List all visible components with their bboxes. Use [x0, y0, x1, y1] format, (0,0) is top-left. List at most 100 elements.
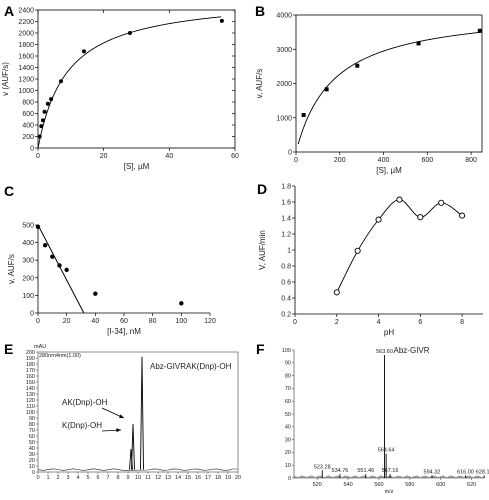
panel-f-y-tick-label: 90 [285, 361, 291, 367]
panel-a-x-label: [S], µM [124, 162, 150, 171]
panel-e-baseline-trace [37, 468, 238, 471]
panel-e-y-tick-label: 0 [32, 470, 35, 476]
panel-f-y-tick-label: 60 [285, 399, 291, 405]
panel-d-smooth-line [336, 199, 463, 293]
panel-f-x-tick-label: 540 [343, 482, 352, 488]
panel-b-plot: 0 200 400 600 800 0 1000 2000 3000 4000 [S], µM v, … [255, 13, 483, 175]
panel-label-b: B [255, 3, 265, 19]
panel-a-y-tick-label: 0 [30, 146, 34, 153]
panel-c-x-tick-label: 40 [91, 318, 99, 325]
panel-f-x-tick-label: 620 [467, 482, 476, 488]
panel-f-x-tick-label: 580 [405, 482, 414, 488]
panel-a-y-tick-label: 1400 [18, 65, 34, 72]
panel-e-x-tick-label: 1 [46, 475, 49, 481]
panel-e-x-tick-label: 20 [235, 475, 241, 481]
panel-f-peak-label: 551.46 [357, 468, 374, 474]
panel-b-y-tick-label: 1000 [276, 115, 292, 122]
panel-e-peak-label: Abz-GIVRAK(Dnp)-OH [150, 362, 232, 371]
panel-a-y-tick-label: 1800 [18, 42, 34, 49]
panel-c-data-point [50, 254, 55, 259]
panel-a-data-point [49, 97, 54, 102]
panel-b-y-tick-label: 0 [288, 150, 292, 157]
panel-a-data-point [42, 109, 47, 114]
panel-a-y-tick-label: 200 [22, 134, 34, 141]
panel-c-x-tick-label: 20 [63, 318, 71, 325]
panel-a-data-point [39, 124, 44, 129]
panel-e-x-tick-label: 8 [116, 475, 119, 481]
panel-f-peak-label: 567.16 [382, 468, 399, 474]
panel-a-x-tick-label: 0 [36, 153, 40, 160]
panel-d-y-tick-label: 1.6 [281, 200, 291, 207]
panel-f-plot: 0 10 20 30 40 50 60 70 80 90 100 520 540 560 580 600 620… [282, 346, 489, 495]
panel-d-data-point [459, 212, 466, 219]
panel-f-x-tick-label: 560 [374, 482, 383, 488]
panel-a-plot: 0 20 40 60020040060080010001200140016001800… [1, 8, 239, 172]
panel-c-y-tick-label: 100 [22, 293, 34, 300]
panel-e-peak [131, 423, 135, 470]
panel-d-x-tick-label: 4 [377, 319, 381, 326]
panel-e-x-tick-label: 9 [126, 475, 129, 481]
panel-e-y-tick-label: 100 [26, 410, 35, 416]
panel-f-y-tick-label: 30 [285, 437, 291, 443]
panel-a-y-tick-label: 1000 [18, 88, 34, 95]
panel-b-y-tick-label: 3000 [276, 47, 292, 54]
panel-c-y-tick-label: 300 [22, 258, 34, 265]
panel-a-y-tick-label: 2000 [18, 31, 34, 38]
panel-c-y-label: v, AUF/s [7, 254, 16, 284]
panel-e-header-detector: 280nm4nm(1.00) [39, 353, 81, 359]
panel-a-data-point [81, 49, 86, 54]
panel-e-x-tick-label: 3 [66, 475, 69, 481]
panel-b-fit-curve [297, 31, 483, 145]
panel-c-plot: 0 20 40 60 80 100 120 0 100 200 300 400 500 [I-34], n… [7, 223, 216, 337]
panel-f-x-label: m/z [385, 489, 394, 495]
panel-b-x-tick-label: 400 [378, 157, 390, 164]
panel-e-y-tick-label: 140 [26, 386, 35, 392]
panel-e-peak [140, 356, 144, 470]
panel-c-fit-line [37, 224, 85, 314]
panel-f-peak-label: 564.64 [378, 448, 395, 454]
panel-label-d: D [257, 181, 267, 197]
panel-d-data-point [333, 289, 340, 296]
panel-c-data-point [42, 243, 48, 248]
panel-d-data-point [375, 216, 382, 223]
panel-e-x-tick-label: 16 [195, 475, 201, 481]
panel-c-x-label: [I-34], nM [107, 327, 141, 336]
panel-a-fit-curve [37, 16, 222, 149]
panel-d-y-tick-label: 1.8 [281, 184, 291, 191]
panel-f-y-tick-label: 50 [285, 412, 291, 418]
panel-label-e: E [4, 341, 13, 357]
panel-e-x-tick-label: 12 [155, 475, 161, 481]
panel-a-data-point [58, 79, 63, 84]
panel-f-peak-label: 616.00 [457, 469, 474, 475]
panel-c-data-point [35, 224, 41, 229]
panel-b-data-point [477, 28, 482, 33]
panel-f-title-label: Abz-GIVR [394, 346, 430, 355]
panel-b-data-point [416, 41, 421, 46]
panel-a-y-tick-label: 600 [22, 111, 34, 118]
panel-a-y-tick-label: 2200 [18, 19, 34, 26]
panel-c-data-point [57, 263, 62, 268]
panel-e-y-tick-label: 150 [26, 380, 35, 386]
panel-b-y-tick-label: 2000 [276, 81, 292, 88]
panel-a-data-point [45, 101, 50, 106]
panel-d-data-point [417, 214, 424, 221]
panel-f-y-tick-label: 100 [282, 348, 291, 354]
panel-f-y-tick-label: 20 [285, 450, 291, 456]
panel-c-y-tick-label: 500 [22, 223, 34, 230]
panel-e-plot: mAU280nm4nm(1.00)01020304050607080901001… [26, 344, 241, 481]
panel-d-x-tick-label: 2 [335, 319, 339, 326]
panel-e-peak-label: AK(Dnp)-OH [62, 398, 108, 407]
panel-f-peak-label: 628.13 [476, 469, 489, 475]
panel-b-data-point [324, 87, 329, 92]
panel-a-y-tick-label: 2400 [18, 8, 34, 15]
panel-label-a: A [4, 3, 14, 19]
panel-c-data-point [93, 291, 98, 296]
panel-e-x-tick-label: 4 [76, 475, 79, 481]
panel-e-x-tick-label: 18 [215, 475, 221, 481]
panel-d-x-label: pH [384, 328, 394, 337]
panel-f-peak-label: 563.60 [376, 349, 393, 355]
panel-b-x-tick-label: 200 [334, 157, 346, 164]
panel-b-x-label: [S], µM [376, 166, 402, 175]
panel-e-y-tick-label: 170 [26, 368, 35, 374]
